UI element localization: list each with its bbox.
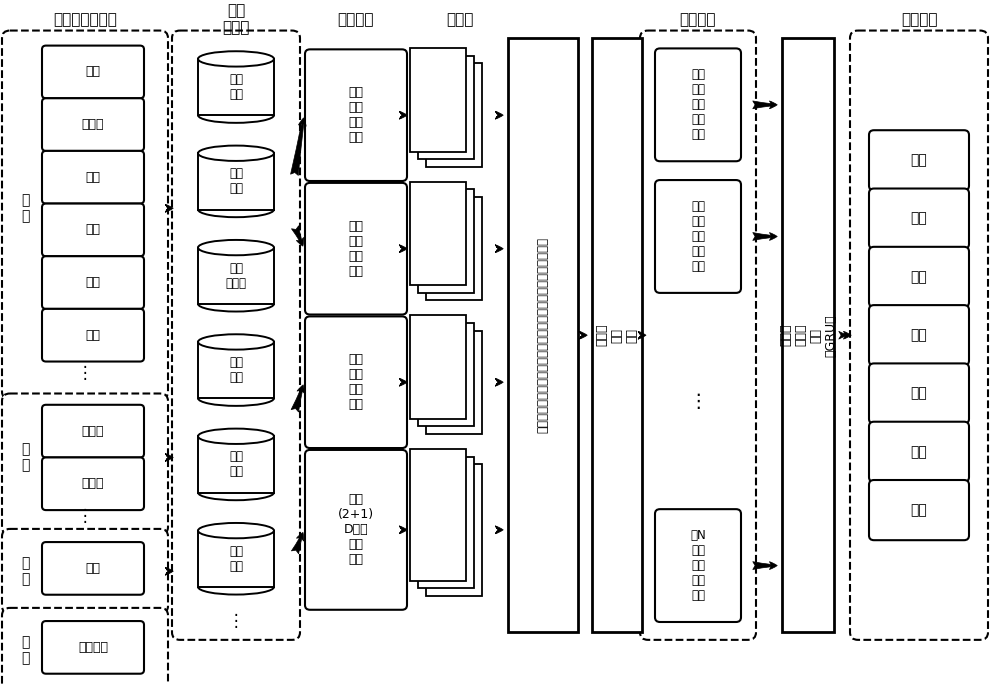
Bar: [198, 153, 274, 209]
FancyBboxPatch shape: [305, 183, 407, 315]
Text: 生
理: 生 理: [21, 193, 29, 224]
FancyBboxPatch shape: [42, 621, 144, 674]
Text: 多层全
连接
网络: 多层全 连接 网络: [596, 324, 639, 347]
FancyBboxPatch shape: [869, 247, 969, 307]
Text: 正常: 正常: [911, 153, 927, 168]
Text: 加速度: 加速度: [82, 425, 104, 438]
Bar: [508, 38, 578, 632]
Bar: [410, 49, 466, 152]
Bar: [198, 531, 274, 587]
FancyBboxPatch shape: [850, 31, 988, 640]
Text: 监控视频: 监控视频: [78, 641, 108, 654]
FancyBboxPatch shape: [655, 509, 741, 622]
FancyBboxPatch shape: [869, 305, 969, 365]
Bar: [426, 330, 482, 434]
Ellipse shape: [198, 523, 274, 538]
FancyBboxPatch shape: [2, 393, 168, 534]
Text: ⋮: ⋮: [77, 507, 93, 525]
Text: ⋮: ⋮: [688, 391, 708, 410]
Text: 第二
个时
间段
特征
矢量: 第二 个时 间段 特征 矢量: [691, 200, 705, 273]
FancyBboxPatch shape: [640, 31, 756, 640]
Text: 多层
残差
卷积
网络: 多层 残差 卷积 网络: [349, 353, 364, 411]
Bar: [410, 182, 466, 285]
FancyBboxPatch shape: [869, 422, 969, 482]
FancyBboxPatch shape: [42, 405, 144, 458]
Bar: [418, 323, 474, 426]
Text: 特征提取: 特征提取: [338, 12, 374, 27]
Text: 情感类别: 情感类别: [901, 12, 937, 27]
Text: 皮电: 皮电: [86, 224, 100, 237]
Text: 视
频: 视 频: [21, 635, 29, 666]
Text: 将每类数据的特征图压平为特征矢量，组合多模态数据特征矢量: 将每类数据的特征图压平为特征矢量，组合多模态数据特征矢量: [536, 237, 550, 433]
FancyBboxPatch shape: [305, 450, 407, 609]
FancyBboxPatch shape: [42, 46, 144, 98]
Text: 第N
个时
间段
特征
矢量: 第N 个时 间段 特征 矢量: [690, 529, 706, 602]
Text: 音频: 音频: [86, 562, 100, 575]
Text: 多层
残差
卷积
网络: 多层 残差 卷积 网络: [349, 86, 364, 144]
FancyBboxPatch shape: [42, 458, 144, 510]
Ellipse shape: [198, 240, 274, 255]
Text: 姿
态: 姿 态: [21, 443, 29, 473]
Text: 多模态数据组合: 多模态数据组合: [53, 12, 117, 27]
Text: 多层门
控循环
单元
（GRU）: 多层门 控循环 单元 （GRU）: [779, 314, 837, 356]
FancyBboxPatch shape: [172, 31, 300, 640]
Text: ⋮: ⋮: [77, 364, 93, 382]
Bar: [198, 342, 274, 398]
FancyBboxPatch shape: [869, 480, 969, 540]
Text: 特征图: 特征图: [446, 12, 474, 27]
Text: 音频
滤波: 音频 滤波: [229, 356, 243, 384]
Bar: [198, 248, 274, 304]
Text: 数据
对齐: 数据 对齐: [229, 168, 243, 196]
Text: 体温: 体温: [86, 171, 100, 184]
Text: 梅尔
倒谱: 梅尔 倒谱: [229, 450, 243, 478]
FancyBboxPatch shape: [655, 49, 741, 161]
Text: 厌恶: 厌恶: [911, 386, 927, 401]
FancyBboxPatch shape: [42, 204, 144, 256]
FancyBboxPatch shape: [42, 256, 144, 309]
FancyBboxPatch shape: [869, 363, 969, 423]
Text: 视频
解码: 视频 解码: [229, 544, 243, 573]
Bar: [418, 56, 474, 159]
Text: 心电: 心电: [86, 276, 100, 289]
Bar: [426, 64, 482, 167]
Text: 数据
预处理: 数据 预处理: [222, 3, 250, 36]
Text: 呼吸率: 呼吸率: [82, 118, 104, 131]
Text: 角速度: 角速度: [82, 477, 104, 490]
FancyBboxPatch shape: [869, 189, 969, 249]
Bar: [426, 197, 482, 300]
Text: 心率: 心率: [86, 66, 100, 79]
FancyBboxPatch shape: [305, 49, 407, 181]
Bar: [426, 464, 482, 596]
Bar: [410, 315, 466, 419]
Bar: [418, 456, 474, 588]
Bar: [198, 436, 274, 492]
FancyBboxPatch shape: [42, 98, 144, 151]
FancyBboxPatch shape: [2, 529, 168, 614]
Text: 特征暂存: 特征暂存: [680, 12, 716, 27]
Text: 惊奇: 惊奇: [911, 328, 927, 342]
FancyBboxPatch shape: [42, 542, 144, 594]
FancyBboxPatch shape: [42, 151, 144, 204]
FancyBboxPatch shape: [305, 317, 407, 448]
Text: 恐惧: 恐惧: [911, 270, 927, 284]
Ellipse shape: [198, 146, 274, 161]
Text: 多层
(2+1)
D残差
卷积
网络: 多层 (2+1) D残差 卷积 网络: [338, 493, 374, 566]
FancyBboxPatch shape: [42, 309, 144, 362]
Text: 音
频: 音 频: [21, 556, 29, 586]
Text: 多层
残差
卷积
网络: 多层 残差 卷积 网络: [349, 220, 364, 278]
Text: 悲伤: 悲伤: [911, 211, 927, 226]
Text: 数据
清洗: 数据 清洗: [229, 73, 243, 101]
Bar: [592, 38, 642, 632]
Bar: [782, 38, 834, 632]
Ellipse shape: [198, 51, 274, 66]
FancyBboxPatch shape: [2, 608, 168, 684]
Ellipse shape: [198, 334, 274, 350]
Text: 第一
个时
间段
特征
矢量: 第一 个时 间段 特征 矢量: [691, 68, 705, 142]
Text: 愤怒: 愤怒: [911, 445, 927, 459]
FancyBboxPatch shape: [2, 31, 168, 399]
Ellipse shape: [198, 429, 274, 444]
FancyBboxPatch shape: [655, 180, 741, 293]
Text: ⋮: ⋮: [228, 612, 244, 630]
Bar: [410, 449, 466, 581]
Text: 高兴: 高兴: [911, 503, 927, 517]
